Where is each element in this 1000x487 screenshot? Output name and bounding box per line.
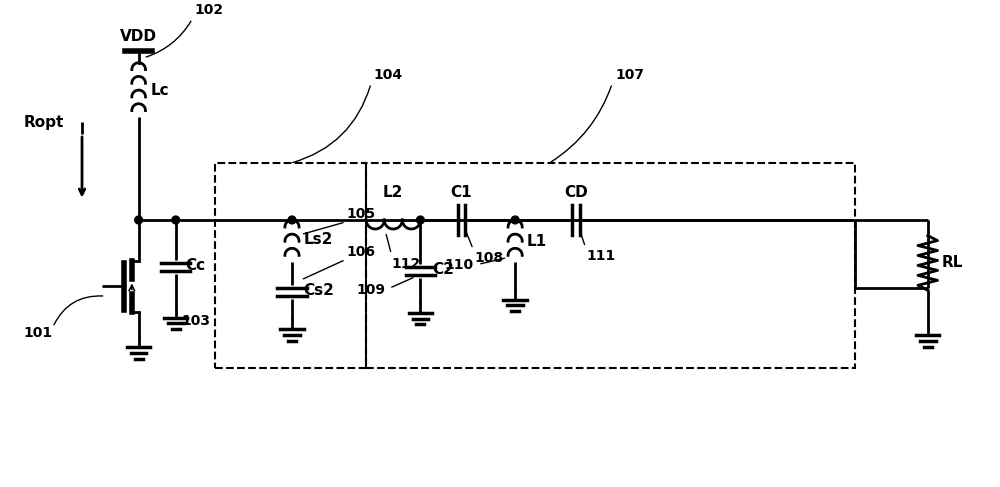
Circle shape bbox=[511, 216, 519, 224]
Text: 103: 103 bbox=[182, 314, 211, 328]
Text: Lc: Lc bbox=[150, 83, 169, 97]
Text: 105: 105 bbox=[347, 207, 376, 221]
Text: Ls2: Ls2 bbox=[304, 232, 333, 247]
Text: CD: CD bbox=[564, 186, 588, 201]
Text: RL: RL bbox=[941, 256, 963, 270]
Bar bbox=[215, 163, 366, 369]
Text: 106: 106 bbox=[347, 244, 376, 259]
Text: 109: 109 bbox=[357, 283, 386, 297]
Text: 112: 112 bbox=[391, 257, 421, 271]
Text: Cc: Cc bbox=[186, 259, 206, 273]
Text: Cs2: Cs2 bbox=[304, 283, 335, 298]
Text: Ropt: Ropt bbox=[23, 115, 64, 130]
Circle shape bbox=[135, 216, 143, 224]
Circle shape bbox=[288, 216, 296, 224]
Text: VDD: VDD bbox=[120, 29, 157, 44]
Text: 108: 108 bbox=[474, 251, 503, 265]
Text: 102: 102 bbox=[194, 3, 223, 17]
Text: 101: 101 bbox=[23, 326, 53, 340]
Bar bbox=[366, 163, 855, 369]
Circle shape bbox=[172, 216, 180, 224]
Text: L1: L1 bbox=[527, 234, 547, 249]
Text: 111: 111 bbox=[586, 249, 616, 263]
Text: 110: 110 bbox=[445, 259, 474, 272]
Text: 104: 104 bbox=[373, 68, 402, 82]
Text: C1: C1 bbox=[451, 186, 472, 201]
Text: L2: L2 bbox=[383, 186, 403, 201]
Circle shape bbox=[416, 216, 424, 224]
Text: 107: 107 bbox=[615, 68, 644, 82]
Text: C2: C2 bbox=[432, 262, 454, 277]
